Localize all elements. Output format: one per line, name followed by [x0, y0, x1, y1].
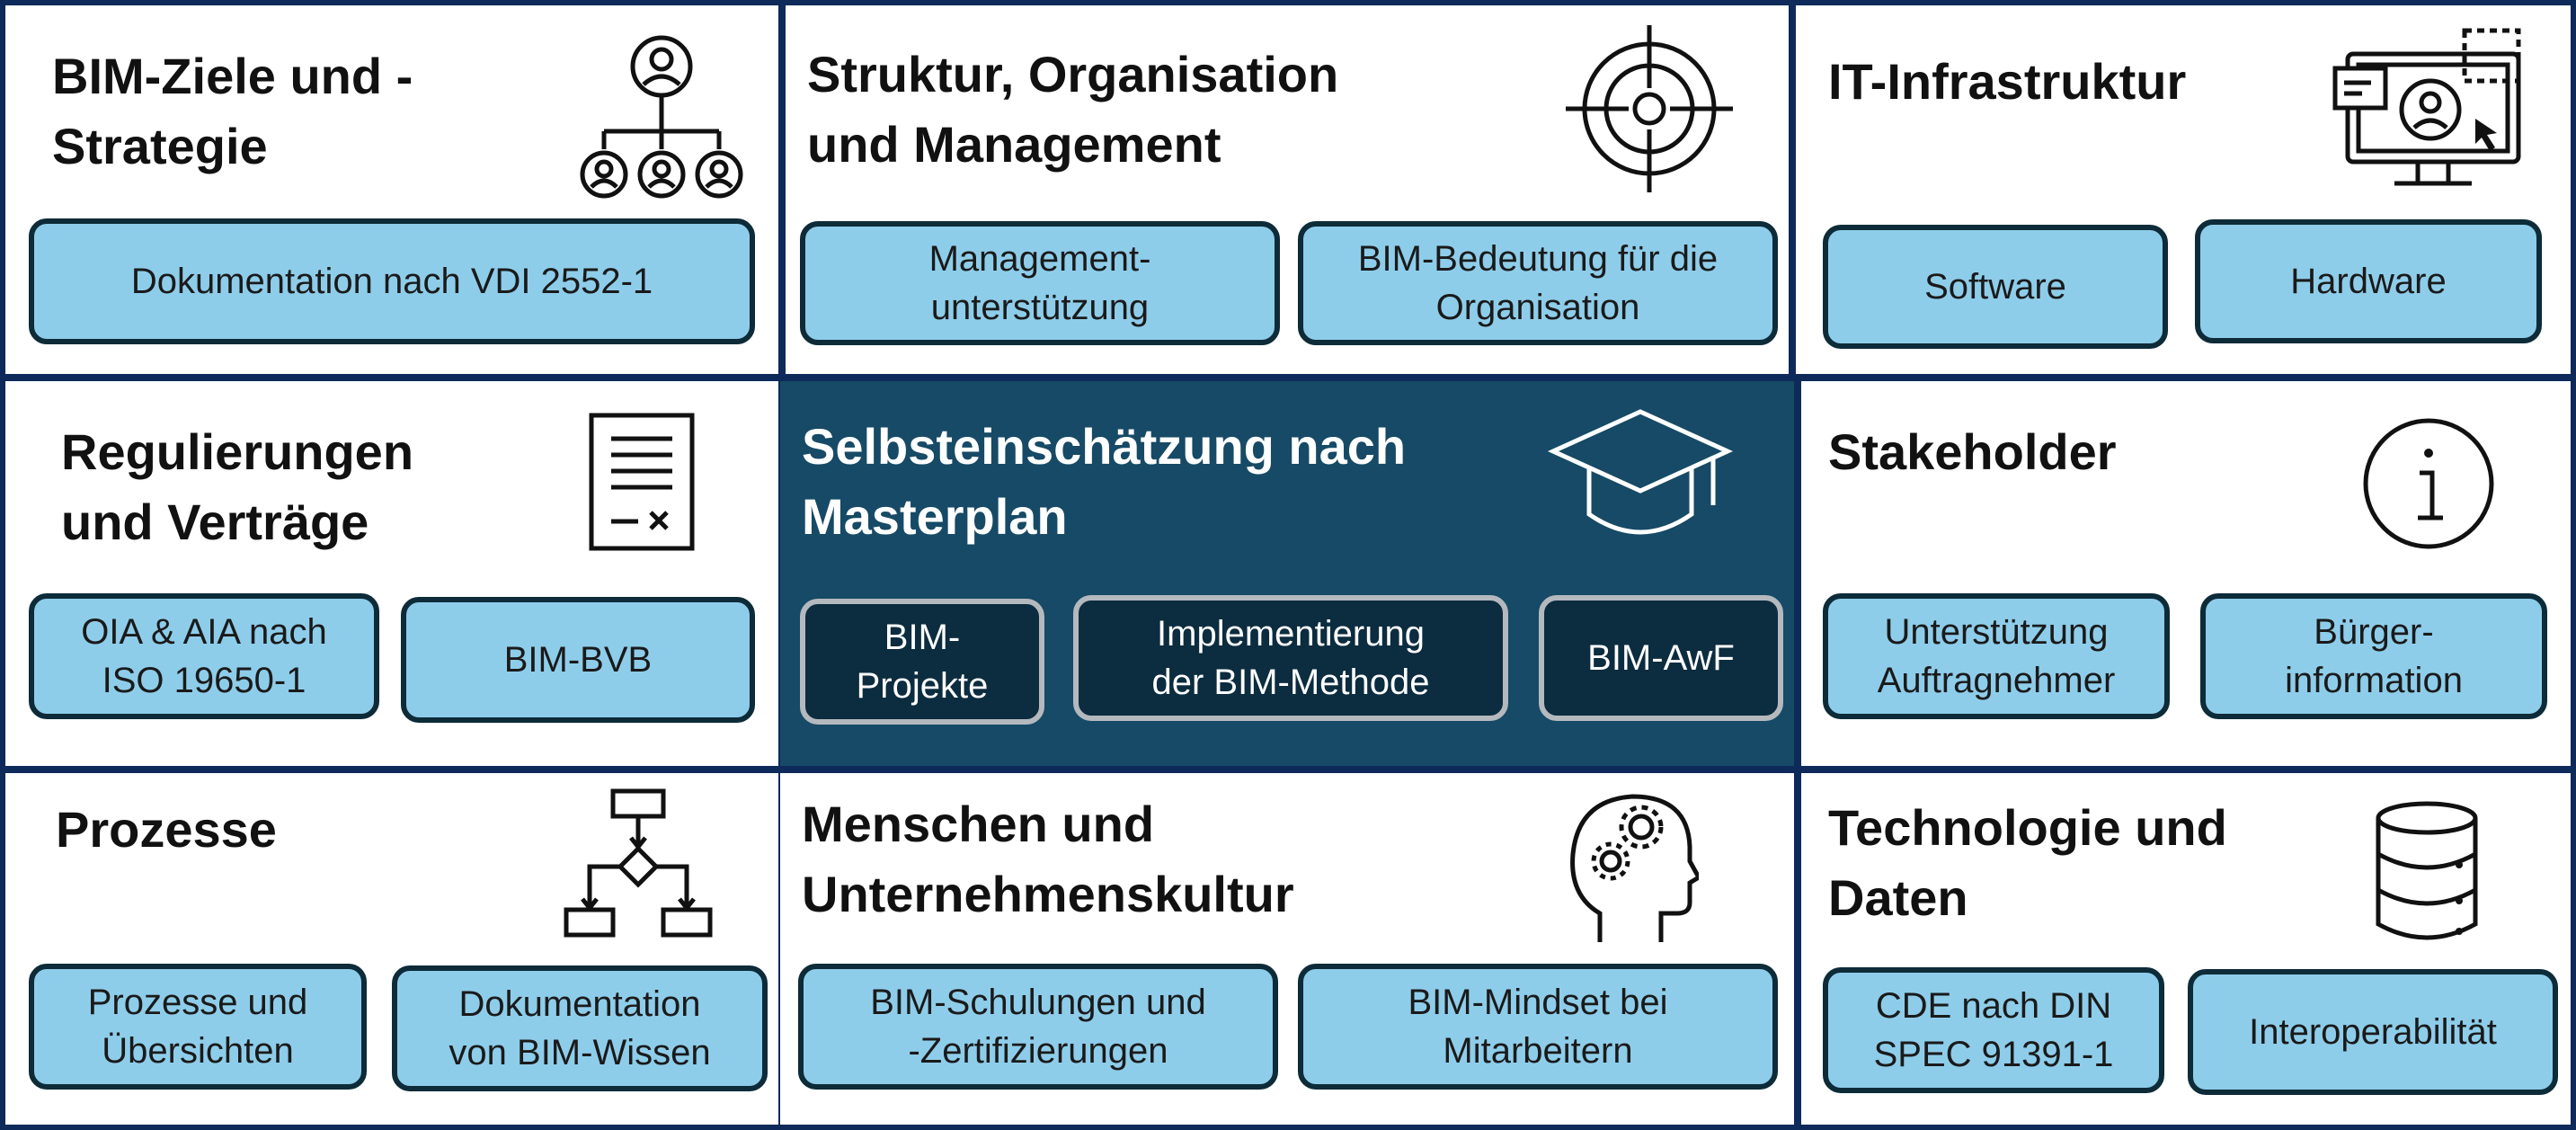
head-gears-icon — [1564, 789, 1699, 951]
contract-document-icon — [586, 410, 699, 554]
pill-dokumentation-bim-wissen: Dokumentation von BIM-Wissen — [392, 965, 768, 1091]
panel-title: Regulierungen und Verträge — [61, 423, 414, 550]
computer-user-icon — [2332, 27, 2538, 192]
panel-selbsteinschaetzung: Selbsteinschätzung nach Masterplan BIM- … — [780, 381, 1794, 766]
pill-buerger-information: Bürger- information — [2200, 593, 2547, 719]
flowchart-icon — [563, 787, 715, 940]
panel-technologie-daten: Technologie und Daten CDE nach DIN SPEC … — [1801, 773, 2571, 1125]
pill-cde-din-spec: CDE nach DIN SPEC 91391-1 — [1823, 967, 2164, 1093]
panel-title: Selbsteinschätzung nach Masterplan — [802, 418, 1407, 545]
panel-regulierungen: Regulierungen und Verträge OIA & AIA nac… — [5, 381, 778, 766]
panel-title: IT-Infrastruktur — [1828, 53, 2187, 110]
pill-software: Software — [1823, 225, 2168, 349]
pill-dokumentation-vdi: Dokumentation nach VDI 2552-1 — [29, 218, 755, 344]
pill-prozesse-uebersichten: Prozesse und Übersichten — [29, 964, 367, 1090]
graduation-cap-icon — [1546, 405, 1735, 548]
target-icon — [1564, 23, 1735, 194]
pill-bim-bvb: BIM-BVB — [401, 597, 755, 723]
panel-it-infrastruktur: IT-Infrastruktur Software Hardware — [1796, 5, 2571, 374]
pill-bim-bedeutung: BIM-Bedeutung für die Organisation — [1298, 221, 1778, 345]
pill-implementierung-bim: Implementierung der BIM-Methode — [1073, 595, 1508, 721]
panel-title: BIM-Ziele und - Strategie — [52, 48, 413, 174]
panel-struktur-organisation: Struktur, Organisation und Management Ma… — [786, 5, 1789, 374]
panel-title: Technologie und Daten — [1828, 799, 2227, 926]
panel-title: Prozesse — [56, 801, 277, 858]
panel-stakeholder: Stakeholder Unterstützung Auftragnehmer … — [1801, 381, 2571, 766]
database-icon — [2373, 800, 2481, 944]
panel-title: Menschen und Unternehmenskultur — [802, 796, 1294, 922]
panel-bim-ziele: BIM-Ziele und - Strategie Dokumentation … — [5, 5, 778, 374]
panel-menschen-kultur: Menschen und Unternehmenskultur BIM-Schu… — [780, 773, 1794, 1125]
panel-title: Stakeholder — [1828, 423, 2117, 480]
pill-bim-projekte: BIM- Projekte — [800, 599, 1044, 725]
pill-bim-mindset: BIM-Mindset bei Mitarbeitern — [1298, 964, 1778, 1090]
pill-management-unterstuetzung: Management- unterstützung — [800, 221, 1280, 345]
org-hierarchy-icon — [572, 32, 751, 203]
panel-prozesse: Prozesse Prozesse und Übersichten Dokume… — [5, 773, 778, 1125]
info-icon — [2360, 415, 2497, 552]
pill-bim-awf: BIM-AwF — [1539, 595, 1783, 721]
pill-hardware: Hardware — [2195, 219, 2542, 343]
pill-interoperabilitaet: Interoperabilität — [2188, 969, 2558, 1095]
panel-title: Struktur, Organisation und Management — [807, 46, 1339, 173]
pill-oia-aia: OIA & AIA nach ISO 19650-1 — [29, 593, 379, 719]
pill-unterstuetzung-auftragnehmer: Unterstützung Auftragnehmer — [1823, 593, 2170, 719]
pill-bim-schulungen: BIM-Schulungen und -Zertifizierungen — [798, 964, 1278, 1090]
